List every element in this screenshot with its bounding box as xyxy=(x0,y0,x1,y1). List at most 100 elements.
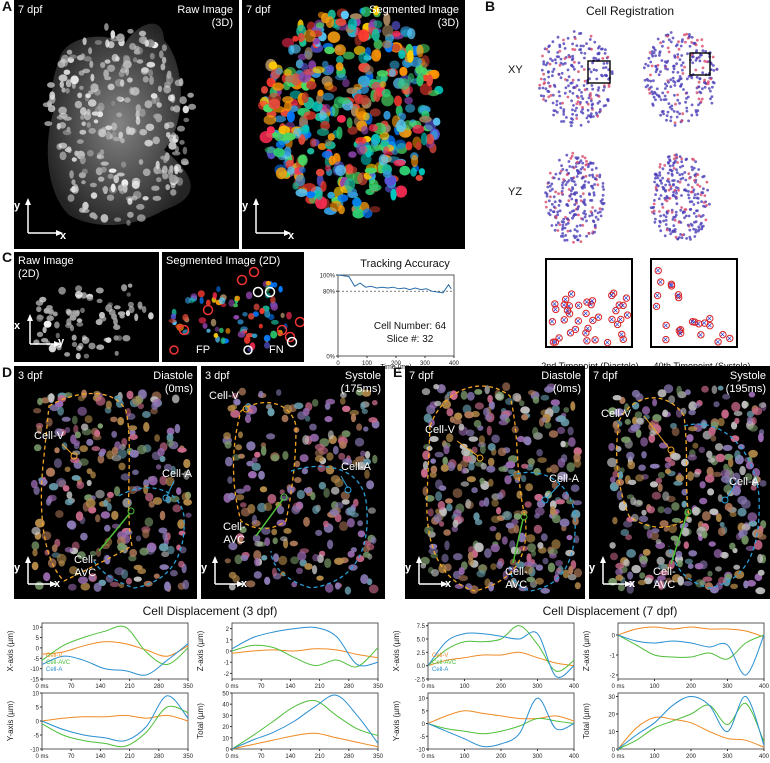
svg-text:×: × xyxy=(696,319,701,329)
axis-y-label: y xyxy=(58,336,65,348)
cell-registration-title: Cell Registration xyxy=(585,4,675,18)
y-tick-label: -2 xyxy=(224,672,230,678)
day-label: 3 dpf xyxy=(205,370,230,382)
phase-label: Diastole (0ms) xyxy=(153,370,193,395)
svg-text:×: × xyxy=(561,315,566,325)
segmented-image-3d: 7 dpf Segmented Image (3D) y x xyxy=(242,0,465,249)
registration-zoom-boxes: ×××× ×××××××××××××××××××××× ××××××××××××××… xyxy=(545,258,738,348)
x-tick-label: 0 ms xyxy=(35,684,48,690)
series-line-cell-a xyxy=(41,695,189,742)
seg-day-label: 7 dpf xyxy=(246,4,271,16)
heart-3dpf-diastole: 3 dpf Diastole (0ms) Cell-V Cell-A Cell- A… xyxy=(14,366,197,599)
series-line-cell-v xyxy=(41,641,189,657)
series-line-cell-v xyxy=(427,651,575,667)
x-tick-label: 210 xyxy=(315,754,326,760)
y-tick-label: 2 xyxy=(226,627,230,633)
x-tick-label: 0 ms xyxy=(611,684,624,690)
y-tick-label: 0 xyxy=(36,720,40,726)
y-axis-label: X-axis (µm) xyxy=(6,630,15,671)
series-line-cell-v xyxy=(427,710,575,725)
plot-frame xyxy=(427,692,575,750)
tracking-accuracy-chart: 0% 80% 100% 0 100 200 300 400 Time (ms) xyxy=(320,274,460,372)
y-tick-label: 0 xyxy=(612,748,616,754)
svg-text:×: × xyxy=(561,300,566,310)
y-tick-label: 0 xyxy=(226,650,230,656)
svg-text:×: × xyxy=(565,305,570,315)
x-tick-label: 0 ms xyxy=(225,754,238,760)
cell-a-label: Cell-A xyxy=(162,468,192,480)
legend-entry: Cell-V xyxy=(432,653,448,659)
svg-text:×: × xyxy=(553,304,558,314)
y-tick-label: 5 xyxy=(422,709,426,715)
phase-label: Systole (175ms) xyxy=(340,370,381,395)
x-tick-label: 300 xyxy=(532,754,543,760)
x-tick-label: 100 xyxy=(459,684,470,690)
series-line-cell-a xyxy=(617,634,765,676)
plot-frame xyxy=(617,622,765,680)
svg-text:×: × xyxy=(584,336,589,346)
svg-text:×: × xyxy=(675,290,680,300)
y-axis-label: Z-axis (µm) xyxy=(196,630,205,671)
axis-x-label: x xyxy=(54,578,61,590)
row-label-xy: XY xyxy=(508,64,523,76)
series-line-cell-avc xyxy=(231,644,379,668)
x-tick-label: 200 xyxy=(686,754,697,760)
axis-icon-c xyxy=(27,314,61,347)
x-tick-label: 350 xyxy=(373,754,384,760)
svg-text:×: × xyxy=(668,279,673,289)
raw-heart-shape xyxy=(42,23,197,226)
segmented-image-2d: Segmented Image (2D) FP FN xyxy=(162,252,304,362)
svg-text:×: × xyxy=(609,290,614,300)
svg-text:×: × xyxy=(720,330,725,340)
svg-text:×: × xyxy=(615,319,620,329)
svg-text:×: × xyxy=(590,315,595,325)
cell-avc-label: Cell- AVC xyxy=(74,554,97,579)
y-tick-label: 30 xyxy=(222,714,229,720)
y-tick-label: 0 xyxy=(612,634,616,640)
y-tick-label: -15 xyxy=(30,678,39,684)
series-line-cell-avc xyxy=(617,634,765,660)
registration-scatter xyxy=(538,30,719,244)
series-line-cell-avc xyxy=(231,699,379,750)
x-tick-label: 0 ms xyxy=(35,754,48,760)
x-tick-label: 200 xyxy=(686,684,697,690)
day-label: 3 dpf xyxy=(18,370,43,382)
y-tick-label: 1 xyxy=(226,638,230,644)
y-tick-label: 2.5 xyxy=(417,651,426,657)
seg-2d-title: Segmented Image (2D) xyxy=(166,255,281,267)
chart-3dpf-z-axis: -2 -1 0 1 2 0 ms 70 140 210 280 350 Z-axis (µm) xyxy=(196,622,384,690)
x-tick-label: 200 xyxy=(496,684,507,690)
panel-letter-c: C xyxy=(2,249,13,265)
svg-text:×: × xyxy=(690,317,695,327)
y-tick-label: 20 xyxy=(222,725,229,731)
x-tick-label: 140 xyxy=(285,754,296,760)
x-tick-label: 0 ms xyxy=(421,684,434,690)
y-tick-label: 0.0 xyxy=(417,664,426,670)
series-line-cell-v xyxy=(231,648,379,659)
legend-entry: Cell-AVC xyxy=(432,660,457,666)
y-tick-label: -2.5 xyxy=(415,678,426,684)
x-tick-label: 140 xyxy=(95,754,106,760)
plot-frame xyxy=(617,692,765,750)
axis-y-label: y xyxy=(201,562,208,574)
panel-letter-a: A xyxy=(2,0,13,14)
x-tick-label: 400 xyxy=(759,684,770,690)
y-tick-label: -1 xyxy=(224,661,230,667)
y-axis-label: Z-axis (µm) xyxy=(582,630,591,671)
x-tick-label: 210 xyxy=(125,754,136,760)
series-line-cell-avc xyxy=(427,717,575,735)
x-tick-label: 140 xyxy=(285,684,296,690)
x-tick-label: 350 xyxy=(183,754,194,760)
x-tick-label: 70 xyxy=(68,754,75,760)
svg-text:×: × xyxy=(727,333,732,343)
axis-x-label: x xyxy=(14,320,21,332)
y-tick-label: 30 xyxy=(608,695,615,701)
axis-y-label: y xyxy=(14,562,21,574)
svg-text:×: × xyxy=(655,266,660,276)
svg-text:×: × xyxy=(588,300,593,310)
x-tick-label: 280 xyxy=(344,684,355,690)
y-tick-label: 10 xyxy=(32,692,39,698)
cell-v-label: Cell-V xyxy=(425,424,455,436)
series-line-cell-v xyxy=(617,626,765,638)
raw-2d-title: Raw Image (2D) xyxy=(18,255,74,280)
